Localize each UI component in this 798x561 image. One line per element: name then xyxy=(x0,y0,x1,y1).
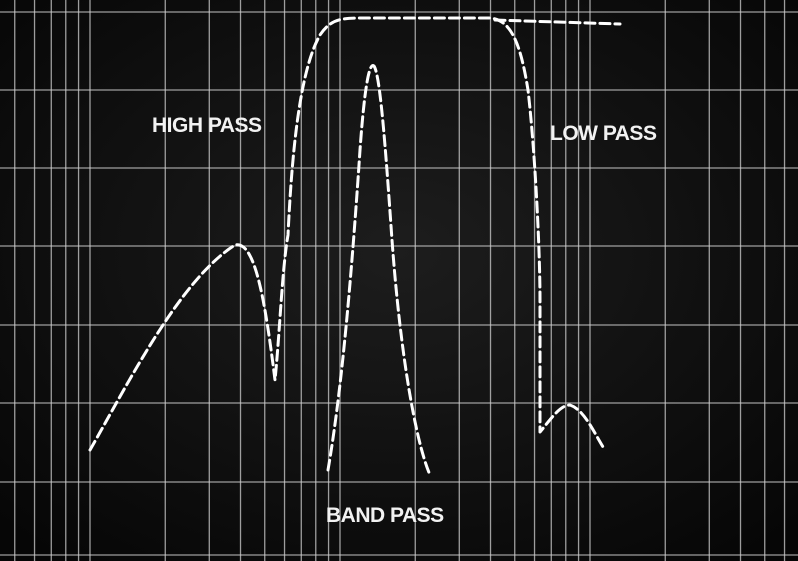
low-pass-label: LOW PASS xyxy=(550,122,657,145)
high-low-pass-curve xyxy=(88,16,607,452)
band-pass-curve xyxy=(326,63,432,477)
high-pass-label: HIGH PASS xyxy=(152,114,262,137)
band-pass-label: BAND PASS xyxy=(326,504,444,527)
top-trace xyxy=(493,18,622,26)
